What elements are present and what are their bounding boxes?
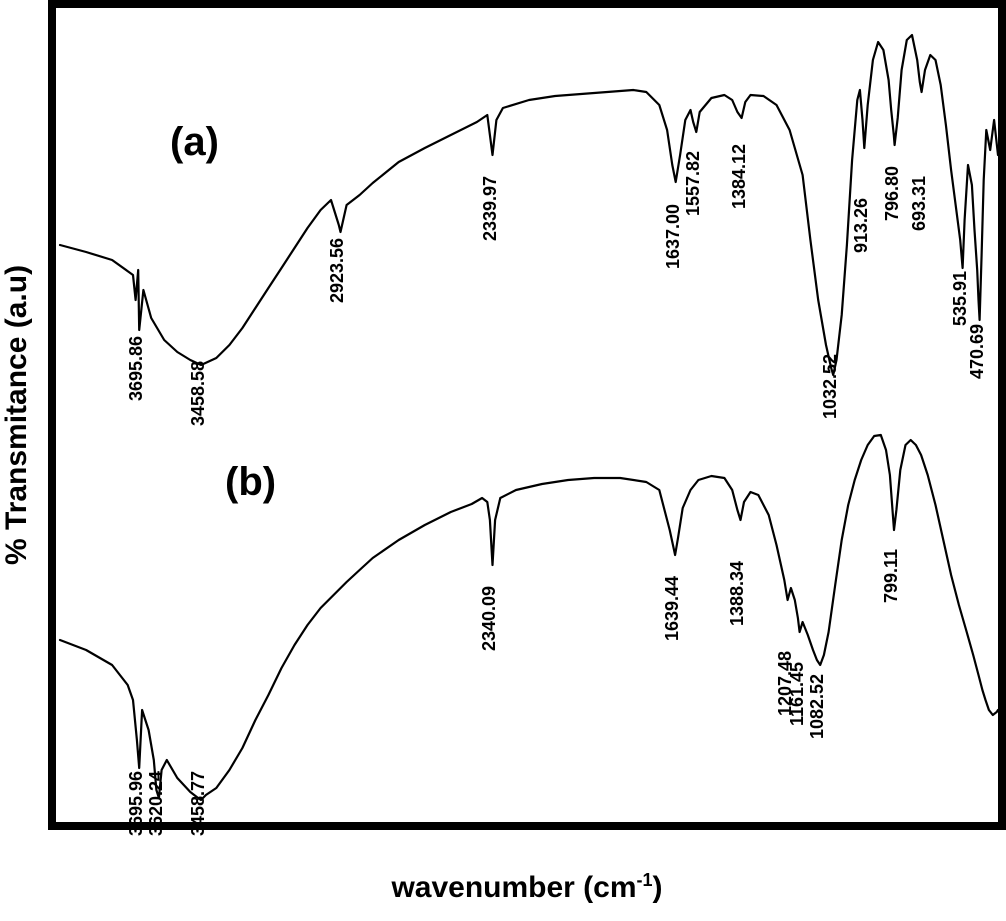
x-axis-title: wavenumber (cm-1) [48, 870, 1006, 905]
x-axis-title-text: wavenumber (cm-1) [391, 871, 662, 904]
spectrum-b-line [60, 435, 998, 800]
y-axis-title-text: % Transmitance (a.u) [0, 0, 34, 830]
figure-wrap: % Transmitance (a.u) (a)(b)3695.863458.5… [0, 0, 1006, 921]
spectrum-a-line [60, 35, 998, 375]
plot-frame [48, 0, 1006, 830]
spectra-svg [56, 8, 998, 822]
y-axis-title: % Transmitance (a.u) [0, 0, 48, 830]
